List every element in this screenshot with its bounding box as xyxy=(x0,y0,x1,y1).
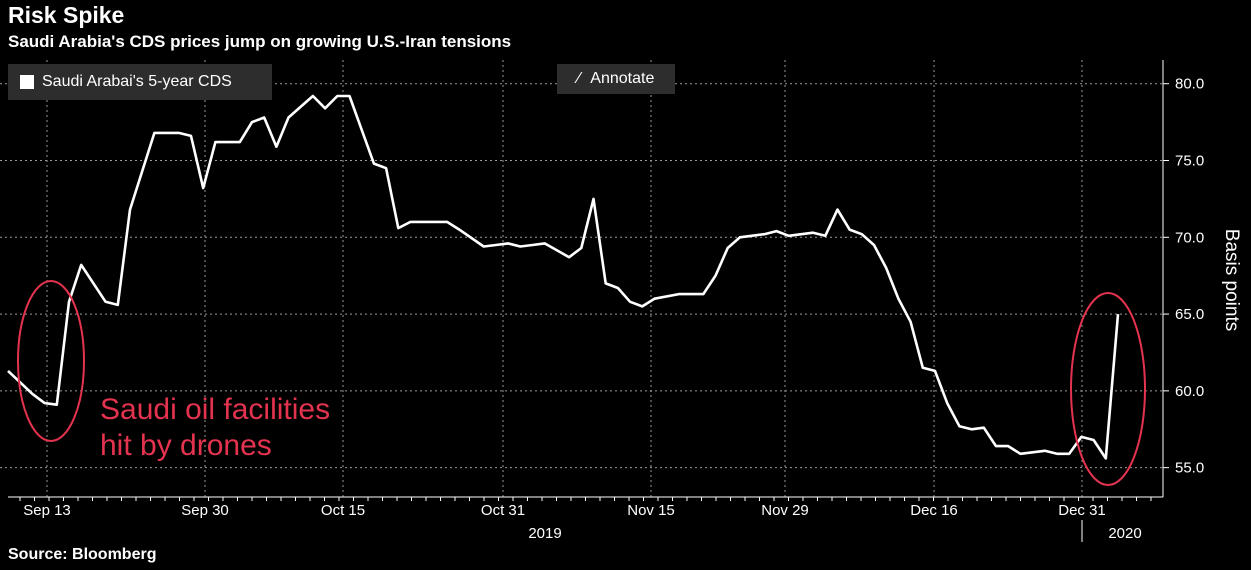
x-tick-label: Oct 15 xyxy=(321,502,365,519)
legend[interactable]: Saudi Arabai's 5-year CDS xyxy=(8,64,272,100)
y-axis-title: Basis points xyxy=(1221,229,1242,331)
annotate-button[interactable]: ∕ Annotate xyxy=(557,64,675,94)
x-tick-label: Dec 31 xyxy=(1058,502,1106,519)
legend-swatch xyxy=(20,75,34,89)
x-tick-label: Nov 15 xyxy=(627,502,675,519)
highlight-ellipse-2020-spike xyxy=(1070,292,1146,486)
series-layer xyxy=(7,94,1120,460)
annotation-line-1: Saudi oil facilities xyxy=(100,393,331,426)
y-tick-label: 60.0 xyxy=(1175,383,1204,400)
x-tick-label: Nov 29 xyxy=(761,502,809,519)
series-line-saudi-cds xyxy=(7,94,1120,460)
y-tick-label: 80.0 xyxy=(1175,76,1204,93)
x-tick-label: Oct 31 xyxy=(481,502,525,519)
y-tick-label: 65.0 xyxy=(1175,306,1204,323)
year-label: 2020 xyxy=(1108,525,1141,542)
highlight-overlays xyxy=(17,280,1146,486)
y-tick-label: 75.0 xyxy=(1175,153,1204,170)
drone-attack-annotation: Saudi oil facilities hit by drones xyxy=(100,392,330,464)
x-tick-label: Sep 30 xyxy=(181,502,229,519)
source-note: Source: Bloomberg xyxy=(8,546,157,563)
pencil-icon: ∕ xyxy=(577,70,581,87)
axes: 55.0 60.0 65.0 70.0 75.0 80.0 Sep 13 Sep 30 Oct … xyxy=(8,60,1204,542)
chart-title: Risk Spike xyxy=(8,2,125,28)
legend-label: Saudi Arabai's 5-year CDS xyxy=(42,73,232,90)
annotate-label: Annotate xyxy=(590,70,655,87)
y-tick-label: 70.0 xyxy=(1175,229,1204,246)
x-tick-label: Sep 13 xyxy=(23,502,71,519)
chart-subtitle: Saudi Arabia's CDS prices jump on growin… xyxy=(8,32,512,51)
x-tick-label: Dec 16 xyxy=(910,502,958,519)
annotation-line-2: hit by drones xyxy=(100,429,272,462)
highlight-ellipse-drone-attack xyxy=(17,280,85,442)
y-tick-label: 55.0 xyxy=(1175,460,1204,477)
year-label: 2019 xyxy=(528,525,561,542)
